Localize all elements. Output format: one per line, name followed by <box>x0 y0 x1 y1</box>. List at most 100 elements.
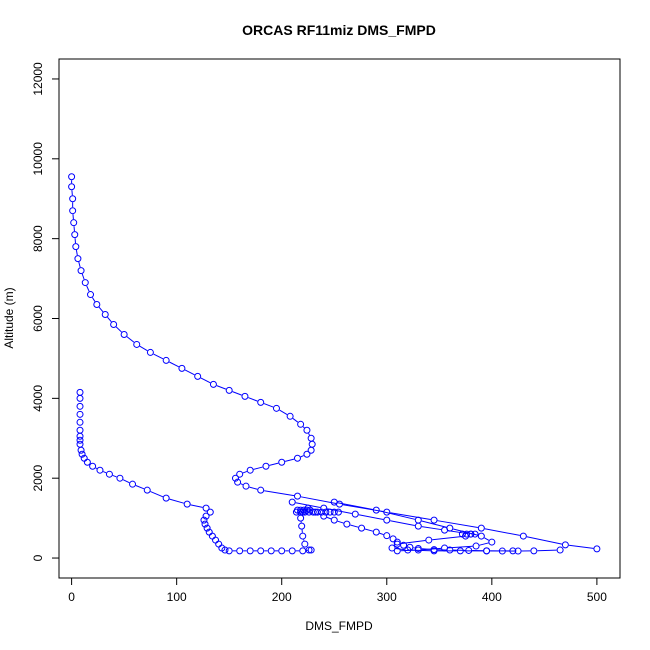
series-connector <box>379 510 416 520</box>
x-tick-label: 300 <box>377 590 397 604</box>
series-connector <box>150 491 164 498</box>
data-point <box>519 532 527 540</box>
data-point <box>133 340 141 348</box>
data-point <box>267 547 275 555</box>
data-point <box>303 426 311 434</box>
y-tick-label: 8000 <box>31 225 45 252</box>
data-point <box>206 508 214 516</box>
data-point <box>68 183 76 191</box>
series-connector <box>249 486 258 490</box>
series-3 <box>288 498 517 555</box>
data-point <box>293 454 301 462</box>
data-point <box>93 301 101 309</box>
series-connector <box>184 369 195 376</box>
data-point <box>400 541 408 549</box>
data-point <box>74 255 82 263</box>
data-point <box>514 547 522 555</box>
series-connector <box>115 326 122 333</box>
data-point <box>209 380 217 388</box>
data-point <box>272 404 280 412</box>
series-connector <box>253 466 263 470</box>
series-connector <box>279 409 288 415</box>
data-point <box>477 524 485 532</box>
series-connector <box>264 490 295 497</box>
y-tick-label: 4000 <box>31 385 45 412</box>
series-connector <box>432 535 463 541</box>
series-connector <box>448 545 473 549</box>
data-point <box>458 530 466 538</box>
series-connector <box>122 479 130 484</box>
data-point <box>83 458 91 466</box>
data-point <box>383 532 391 540</box>
series-connector <box>107 316 112 323</box>
series-connector <box>300 496 337 504</box>
data-point <box>201 520 209 528</box>
series-connector <box>248 397 258 402</box>
x-axis-label: DMS_FMPD <box>305 619 373 633</box>
data-point <box>202 512 210 520</box>
series-connector <box>400 549 415 552</box>
data-point <box>305 546 313 554</box>
data-point <box>372 506 380 514</box>
data-point <box>69 207 77 215</box>
x-tick-label: 200 <box>272 590 292 604</box>
series-connector <box>169 361 180 368</box>
plot-frame <box>58 58 621 579</box>
data-point <box>393 538 401 546</box>
data-point <box>69 195 77 203</box>
data-point <box>467 530 475 538</box>
data-point <box>71 231 79 239</box>
data-point <box>430 547 438 555</box>
data-point <box>299 532 307 540</box>
series-1 <box>76 388 315 555</box>
x-tick-label: 400 <box>482 590 502 604</box>
data-point <box>330 516 338 524</box>
data-point <box>393 540 401 548</box>
series-connector <box>479 542 489 546</box>
data-point <box>194 372 202 380</box>
series-connector <box>78 261 81 268</box>
data-point <box>326 508 334 516</box>
data-point <box>488 538 496 546</box>
series-connector <box>337 520 344 524</box>
data-point <box>288 498 296 506</box>
y-tick-label: 2000 <box>31 465 45 492</box>
data-point <box>509 547 517 555</box>
data-point <box>101 311 109 319</box>
data-point <box>234 478 242 486</box>
data-point <box>303 450 311 458</box>
data-point <box>162 356 170 364</box>
data-point <box>77 267 85 275</box>
data-point <box>530 547 538 555</box>
data-point <box>556 546 564 554</box>
series-connector <box>200 377 211 384</box>
data-point <box>257 398 265 406</box>
data-point <box>68 173 76 181</box>
data-point <box>472 542 480 550</box>
series-connector <box>484 528 521 536</box>
series-connector <box>421 547 442 551</box>
y-tick-label: 0 <box>31 554 45 561</box>
data-point <box>303 506 311 514</box>
x-tick-label: 100 <box>167 590 187 604</box>
series-connector <box>216 385 227 390</box>
data-point <box>320 512 328 520</box>
data-point <box>483 547 491 555</box>
data-point <box>87 291 95 299</box>
data-point <box>162 494 170 502</box>
data-point <box>257 486 265 494</box>
series-connector <box>526 536 563 545</box>
data-point <box>81 279 89 287</box>
data-point <box>307 546 315 554</box>
data-point <box>389 535 397 543</box>
data-point <box>306 506 314 514</box>
data-point <box>330 508 338 516</box>
data-point <box>257 547 265 555</box>
plot-area <box>68 173 601 555</box>
series-connector <box>169 498 184 504</box>
data-point <box>414 516 422 524</box>
data-point <box>78 450 86 458</box>
data-point <box>129 480 137 488</box>
data-point <box>313 508 321 516</box>
data-point <box>203 524 211 532</box>
